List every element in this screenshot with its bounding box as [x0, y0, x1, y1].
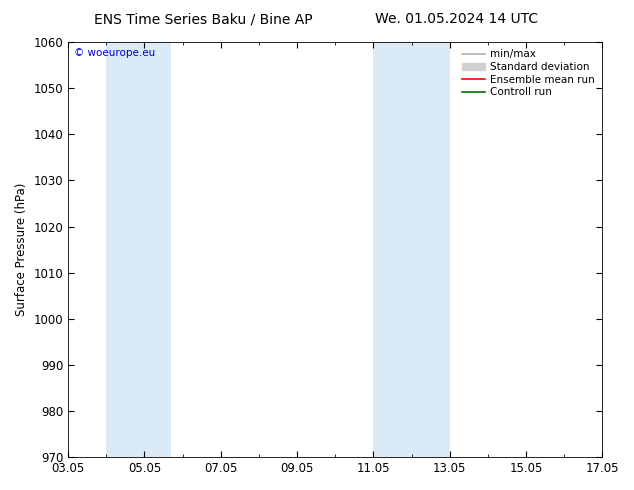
Text: We. 01.05.2024 14 UTC: We. 01.05.2024 14 UTC	[375, 12, 538, 26]
Bar	[107, 42, 171, 457]
Bar	[373, 42, 450, 457]
Legend: min/max, Standard deviation, Ensemble mean run, Controll run: min/max, Standard deviation, Ensemble me…	[460, 47, 597, 99]
Text: © woeurope.eu: © woeurope.eu	[74, 49, 155, 58]
Y-axis label: Surface Pressure (hPa): Surface Pressure (hPa)	[15, 183, 28, 316]
Text: ENS Time Series Baku / Bine AP: ENS Time Series Baku / Bine AP	[94, 12, 312, 26]
